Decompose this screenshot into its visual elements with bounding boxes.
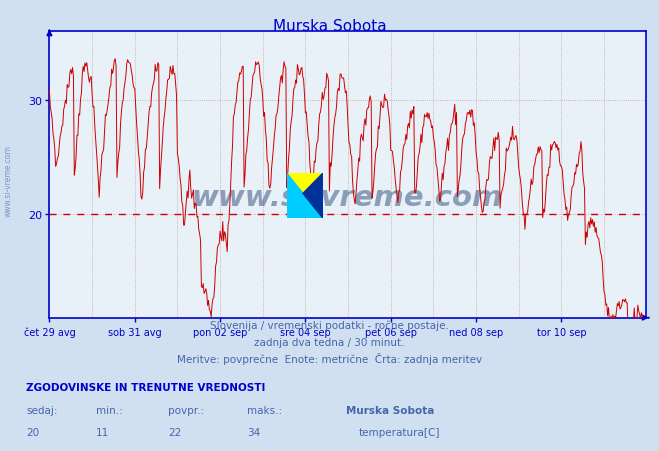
Text: min.:: min.: bbox=[96, 405, 123, 414]
Text: Meritve: povprečne  Enote: metrične  Črta: zadnja meritev: Meritve: povprečne Enote: metrične Črta:… bbox=[177, 352, 482, 364]
Text: www.si-vreme.com: www.si-vreme.com bbox=[192, 184, 503, 212]
Text: www.si-vreme.com: www.si-vreme.com bbox=[4, 144, 13, 216]
Polygon shape bbox=[287, 174, 323, 219]
Polygon shape bbox=[287, 174, 323, 219]
Text: Slovenija / vremenski podatki - ročne postaje.: Slovenija / vremenski podatki - ročne po… bbox=[210, 319, 449, 330]
Text: sedaj:: sedaj: bbox=[26, 405, 58, 414]
Text: 34: 34 bbox=[247, 427, 260, 437]
Text: Murska Sobota: Murska Sobota bbox=[273, 19, 386, 34]
Text: temperatura[C]: temperatura[C] bbox=[359, 427, 441, 437]
Text: 11: 11 bbox=[96, 427, 109, 437]
Text: ZGODOVINSKE IN TRENUTNE VREDNOSTI: ZGODOVINSKE IN TRENUTNE VREDNOSTI bbox=[26, 382, 266, 392]
Text: Murska Sobota: Murska Sobota bbox=[346, 405, 434, 414]
Polygon shape bbox=[303, 174, 323, 219]
Text: 20: 20 bbox=[26, 427, 40, 437]
Text: povpr.:: povpr.: bbox=[168, 405, 204, 414]
Text: 22: 22 bbox=[168, 427, 181, 437]
Text: zadnja dva tedna / 30 minut.: zadnja dva tedna / 30 minut. bbox=[254, 337, 405, 347]
Text: maks.:: maks.: bbox=[247, 405, 282, 414]
